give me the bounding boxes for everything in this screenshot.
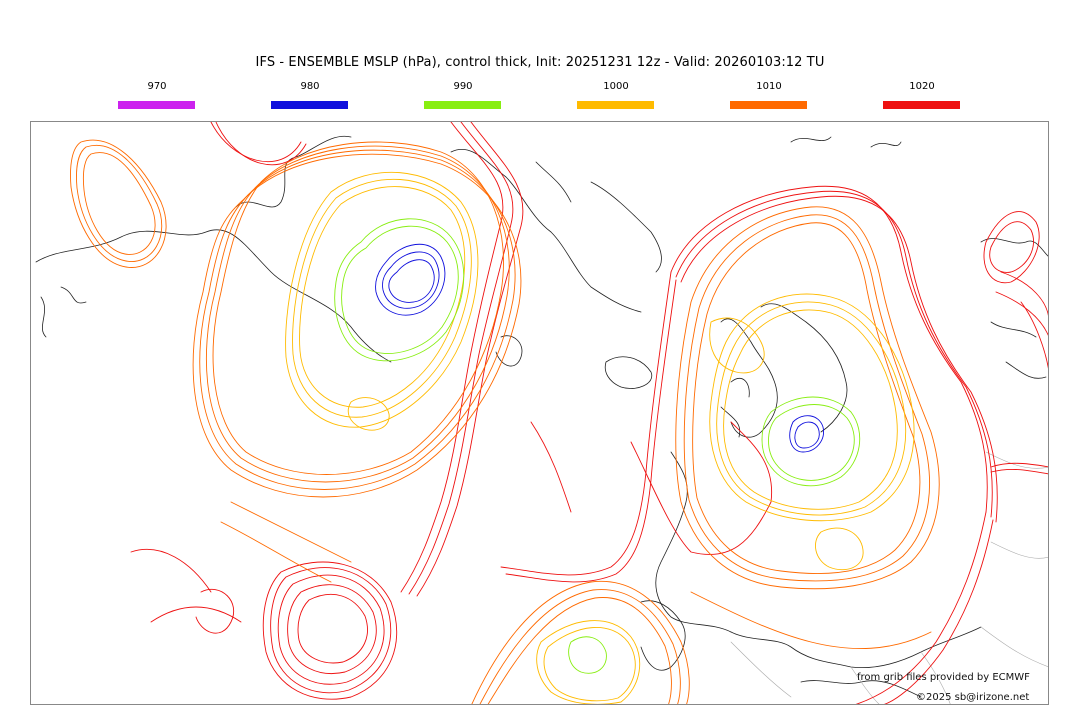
legend-item-1020: 1020 (883, 81, 961, 109)
isobar-map (30, 121, 1049, 705)
legend-label: 980 (300, 81, 320, 92)
coastline (35, 135, 1048, 698)
isobar-990 (334, 218, 861, 674)
legend-item-970: 970 (118, 81, 196, 109)
legend-swatch (271, 101, 348, 109)
copyright-credit: ©2025 sb@irizone.net (916, 692, 1030, 703)
isobar-map-svg (35, 122, 1048, 704)
legend-label: 1020 (909, 81, 935, 92)
legend-item-1000: 1000 (577, 81, 655, 109)
isobar-1010 (70, 139, 940, 704)
legend-swatch (883, 101, 960, 109)
legend-swatch (118, 101, 195, 109)
legend-label: 1000 (603, 81, 629, 92)
isobar-1020 (130, 122, 1048, 704)
source-credit: from grib files provided by ECMWF (857, 672, 1030, 683)
legend-swatch (577, 101, 654, 109)
chart-title: IFS - ENSEMBLE MSLP (hPa), control thick… (255, 55, 825, 70)
legend-item-980: 980 (271, 81, 349, 109)
legend-swatch (730, 101, 807, 109)
isobar-980 (375, 243, 824, 453)
legend-item-990: 990 (424, 81, 502, 109)
legend-label: 1010 (756, 81, 782, 92)
legend-label: 990 (453, 81, 473, 92)
isobar-1000 (285, 171, 915, 704)
legend-item-1010: 1010 (730, 81, 808, 109)
legend-label: 970 (147, 81, 167, 92)
legend-swatch (424, 101, 501, 109)
